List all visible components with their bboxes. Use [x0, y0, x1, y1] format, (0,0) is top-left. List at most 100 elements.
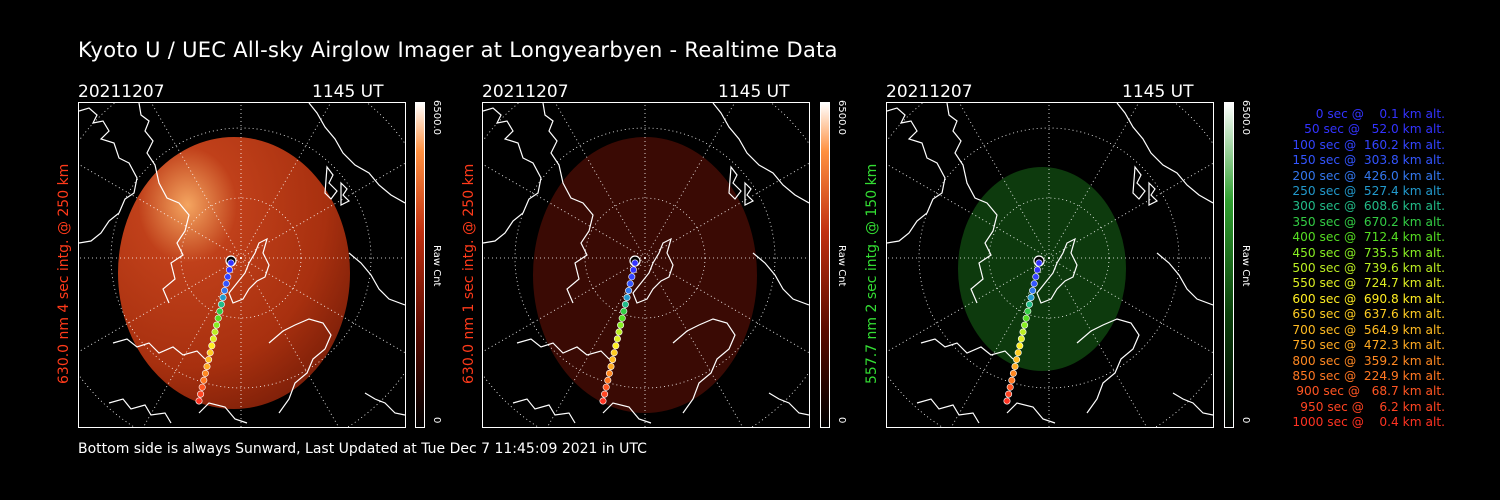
track-point	[629, 266, 637, 274]
coastline	[308, 103, 405, 204]
track-point	[599, 397, 607, 405]
track-point	[216, 307, 224, 315]
track-point	[1019, 328, 1027, 336]
coastline	[1156, 252, 1213, 306]
track-point	[205, 356, 213, 364]
track-point	[618, 314, 626, 322]
legend-row: 100 sec @ 160.2 km alt.	[1292, 137, 1445, 152]
coastline	[920, 338, 1014, 360]
track-point	[1029, 287, 1037, 295]
coastline-map	[887, 103, 1213, 424]
coastline	[340, 181, 351, 206]
track-point	[1008, 376, 1016, 384]
coastline	[768, 392, 809, 416]
panel-2-colorbar-min: 0	[836, 417, 847, 424]
coastline	[1132, 165, 1146, 200]
legend-row: 400 sec @ 712.4 km alt.	[1292, 230, 1445, 245]
track-point	[225, 266, 233, 274]
page-title: Kyoto U / UEC All-sky Airglow Imager at …	[78, 38, 838, 62]
track-point	[224, 273, 232, 281]
coastline	[728, 165, 742, 200]
sky-field	[958, 167, 1126, 371]
track-point	[607, 362, 615, 370]
coastline	[324, 165, 338, 200]
track-point	[1014, 349, 1022, 357]
footer-update-note: Bottom side is always Sunward, Last Upda…	[78, 441, 647, 457]
panel-2-colorbar-max: 6500.0	[836, 100, 847, 135]
track-point	[609, 356, 617, 364]
track-point	[626, 280, 634, 288]
panel-2-colorbar-unit: Raw Cnt	[836, 245, 847, 287]
track-point	[203, 362, 211, 370]
legend-row: 1000 sec @ 0.4 km alt.	[1292, 415, 1445, 430]
track-point	[602, 383, 610, 391]
legend-row: 150 sec @ 303.8 km alt.	[1292, 153, 1445, 168]
panel-3-colorbar-unit: Raw Cnt	[1240, 245, 1251, 287]
coastline	[1076, 318, 1140, 414]
track-point	[1011, 362, 1019, 370]
track-point	[610, 349, 618, 357]
track-point	[605, 369, 613, 377]
coastline	[712, 103, 809, 204]
track-point	[613, 335, 621, 343]
coastline	[1172, 392, 1213, 416]
grid-lines	[79, 103, 405, 427]
satellite-track	[599, 255, 641, 405]
track-point	[1013, 356, 1021, 364]
panel-1-wavelength-label: 630.0 nm 4 sec intg. @ 250 km	[56, 163, 72, 384]
panel-3-airglow-image	[886, 102, 1214, 428]
panel-1-date: 20211207	[78, 82, 165, 102]
legend-row: 700 sec @ 564.9 km alt.	[1292, 322, 1445, 337]
legend-row: 250 sec @ 527.4 km alt.	[1292, 184, 1445, 199]
panel-1-colorbar	[415, 102, 425, 428]
track-point	[214, 314, 222, 322]
panel-1-colorbar-unit: Raw Cnt	[431, 245, 442, 287]
legend-row: 950 sec @ 6.2 km alt.	[1300, 399, 1445, 414]
coastline	[512, 398, 576, 424]
coastline	[138, 103, 190, 304]
panel-3-date: 20211207	[886, 82, 973, 102]
coastline	[602, 402, 652, 424]
track-time-altitude-legend: 0 sec @ 0.1 km alt. 50 sec @ 52.0 km alt.…	[1265, 107, 1445, 431]
track-point	[604, 376, 612, 384]
track-point	[1021, 321, 1029, 329]
legend-row: 300 sec @ 608.6 km alt.	[1292, 199, 1445, 214]
track-point	[601, 390, 609, 398]
track-point	[1035, 259, 1043, 267]
coastline	[542, 103, 594, 304]
track-point	[209, 335, 217, 343]
coastline	[364, 392, 405, 416]
sky-field	[118, 137, 350, 409]
legend-row: 650 sec @ 637.6 km alt.	[1292, 307, 1445, 322]
track-point	[621, 300, 629, 308]
coastline	[108, 398, 172, 424]
legend-row: 450 sec @ 735.5 km alt.	[1292, 245, 1445, 260]
panel-3-time: 1145 UT	[1122, 82, 1194, 102]
legend-row: 750 sec @ 472.3 km alt.	[1292, 338, 1445, 353]
panel-3-colorbar-min: 0	[1240, 417, 1251, 424]
track-point	[211, 328, 219, 336]
grid-lines	[887, 103, 1213, 427]
panel-2-colorbar	[820, 102, 830, 428]
track-point	[219, 294, 227, 302]
coastline-map	[79, 103, 405, 424]
panel-3-wavelength-label: 557.7 nm 2 sec intg. @ 150 km	[864, 163, 880, 384]
track-point	[612, 342, 620, 350]
track-point	[1009, 369, 1017, 377]
track-point	[615, 328, 623, 336]
panel-2-airglow-image	[482, 102, 810, 428]
panel-1-time: 1145 UT	[312, 82, 384, 102]
track-point	[222, 280, 230, 288]
panel-3-colorbar-max: 6500.0	[1240, 100, 1251, 135]
legend-row: 500 sec @ 739.6 km alt.	[1292, 261, 1445, 276]
coastline	[228, 237, 270, 304]
coastline	[1116, 103, 1213, 204]
satellite-track	[1003, 255, 1045, 405]
track-point	[1024, 307, 1032, 315]
coastline	[483, 107, 542, 244]
coastline	[632, 237, 674, 304]
track-point	[631, 259, 639, 267]
legend-row: 800 sec @ 359.2 km alt.	[1292, 353, 1445, 368]
coastline	[887, 107, 946, 244]
legend-row: 350 sec @ 670.2 km alt.	[1292, 214, 1445, 229]
